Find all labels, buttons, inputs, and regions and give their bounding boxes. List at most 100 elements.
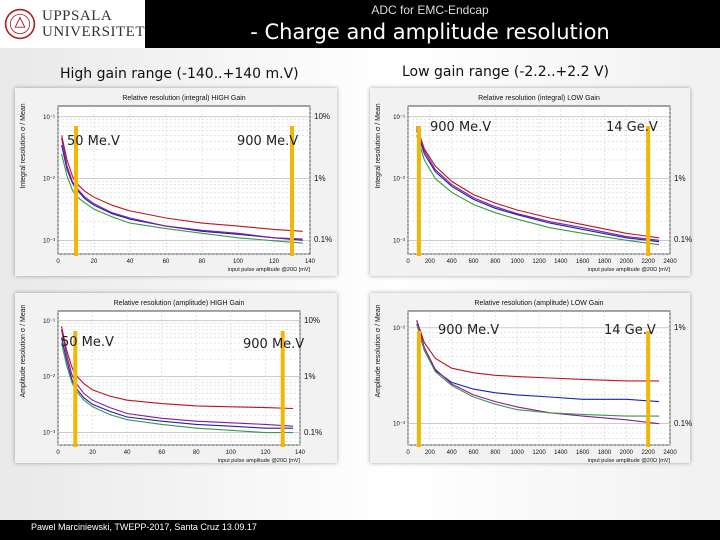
energy-marker-label: 900 Me.V	[243, 337, 305, 352]
x-tick-label: 800	[490, 259, 501, 265]
section-label-high-gain: High gain range (-140..+140 m.V)	[60, 66, 299, 82]
percent-reference-label: 0.1%	[304, 427, 323, 437]
y-tick-label: 10⁻³	[393, 238, 405, 244]
energy-marker-bar	[290, 126, 294, 256]
x-tick-label: 1000	[510, 259, 524, 265]
energy-marker-label: 900 Me.V	[430, 120, 492, 135]
series-line-blue	[60, 337, 294, 429]
series-line-red	[61, 135, 303, 232]
x-tick-label: 200	[425, 450, 436, 456]
x-tick-label: 80	[193, 450, 200, 456]
chart-title: Relative resolution (integral) HIGH Gain	[122, 95, 245, 102]
x-tick-label: 2400	[663, 259, 677, 265]
x-tick-label: 60	[158, 450, 165, 456]
x-tick-label: 600	[468, 259, 479, 265]
x-tick-label: 40	[127, 259, 134, 265]
x-tick-label: 2000	[620, 259, 634, 265]
plot-background	[57, 105, 311, 255]
plot-background	[57, 310, 301, 446]
percent-reference-label: 1%	[674, 322, 686, 332]
x-tick-label: 600	[468, 450, 479, 456]
x-tick-label: 1400	[554, 259, 568, 265]
y-axis-label: Amplitude resolution σ / Mean	[375, 304, 382, 397]
x-tick-label: 40	[124, 450, 131, 456]
y-axis-label: Amplitude resolution σ / Mean	[20, 304, 27, 397]
percent-reference-label: 0.1%	[674, 418, 693, 428]
energy-marker-label: 14 Ge.V	[604, 323, 656, 338]
chart-svg: 0 200 400 600 800 1000 1200 1400 1600 1800 2000 220…	[375, 95, 677, 273]
x-tick-label: 2200	[641, 450, 655, 456]
y-tick-label: 10⁻³	[43, 238, 55, 244]
y-axis-label: Integral resolution σ / Mean	[375, 103, 382, 188]
footer-text: Pawel Marciniewski, TWEPP-2017, Santa Cr…	[31, 522, 257, 532]
energy-marker-bar	[646, 126, 651, 256]
x-tick-label: 400	[447, 450, 458, 456]
x-tick-label: 2000	[620, 450, 634, 456]
series-line-red	[60, 326, 294, 410]
y-tick-label: 10⁻²	[393, 326, 405, 332]
y-tick-label: 10⁻²	[43, 375, 55, 381]
x-axis-label: input pulse amplitude @20Ω [mV]	[228, 267, 311, 273]
series-line-red	[416, 320, 660, 382]
y-tick-label: 10⁻¹	[393, 115, 405, 121]
x-tick-label: 1400	[554, 450, 568, 456]
x-axis-label: input pulse amplitude @20Ω [mV]	[588, 267, 671, 273]
resolution-plot-2: 0 200 400 600 800 1000 1200 1400 1600 1800 2000 220…	[370, 88, 690, 276]
x-tick-label: 20	[91, 259, 98, 265]
energy-marker-label: 50 Me.V	[61, 335, 114, 350]
energy-marker-bar	[416, 126, 421, 256]
x-tick-label: 100	[233, 259, 244, 265]
series-line-green	[416, 323, 660, 417]
energy-marker-bar	[646, 331, 651, 447]
series-line-green	[416, 135, 660, 246]
series-line-blue	[416, 130, 660, 243]
x-tick-label: 2200	[641, 259, 655, 265]
energy-marker-bar	[280, 331, 285, 447]
energy-marker-label: 900 Me.V	[237, 134, 299, 149]
page-title: - Charge and amplitude resolution	[250, 20, 610, 44]
y-tick-label: 10⁻²	[43, 177, 55, 183]
x-tick-label: 800	[490, 450, 501, 456]
energy-marker-bar	[73, 331, 78, 447]
x-tick-label: 400	[447, 259, 458, 265]
logo-line1: UPPSALA	[42, 8, 113, 24]
series-line-purple	[61, 138, 303, 240]
resolution-plot-1: 0 20 40 60 80 100 120 140 10⁻¹ 10⁻² 10⁻³ Relative r…	[15, 88, 337, 276]
x-tick-label: 100	[226, 450, 237, 456]
energy-marker-label: 50 Me.V	[67, 134, 120, 149]
energy-marker-label: 14 Ge.V	[606, 120, 658, 135]
resolution-plot-4: 0 200 400 600 800 1000 1200 1400 1600 1800 2000 220…	[370, 293, 690, 463]
chart-svg: 0 200 400 600 800 1000 1200 1400 1600 1800 2000 220…	[375, 300, 677, 463]
section-label-low-gain: Low gain range (-2.2..+2.2 V)	[402, 64, 610, 80]
chart-title: Relative resolution (amplitude) LOW Gain	[474, 300, 603, 307]
x-tick-label: 120	[269, 259, 280, 265]
percent-reference-label: 1%	[674, 173, 686, 183]
x-tick-label: 120	[260, 450, 271, 456]
series-line-green	[61, 153, 303, 244]
y-tick-label: 10⁻²	[393, 177, 405, 183]
x-tick-label: 140	[305, 259, 316, 265]
chart-title: Relative resolution (integral) LOW Gain	[478, 95, 600, 102]
university-seal-icon	[4, 8, 36, 40]
energy-marker-label: 900 Me.V	[438, 323, 500, 338]
x-tick-label: 1000	[510, 450, 524, 456]
percent-reference-label: 1%	[304, 371, 316, 381]
y-tick-label: 10⁻¹	[43, 115, 55, 121]
series-line-red	[416, 126, 660, 239]
series-line-blue	[61, 144, 303, 241]
series-line-green	[60, 342, 294, 434]
x-tick-label: 0	[406, 450, 410, 456]
percent-reference-label: 1%	[314, 173, 326, 183]
percent-reference-label: 10%	[304, 315, 321, 325]
energy-marker-bar	[416, 331, 421, 447]
x-tick-label: 0	[406, 259, 410, 265]
x-axis-label: input pulse amplitude @20Ω [mV]	[218, 458, 301, 463]
x-tick-label: 60	[163, 259, 170, 265]
y-axis-label: Integral resolution σ / Mean	[20, 103, 27, 188]
resolution-plot-3: 0 20 40 60 80 100 120 140 10⁻¹ 10⁻² 10⁻³ Relative r…	[15, 293, 337, 463]
x-tick-label: 1200	[532, 450, 546, 456]
x-tick-label: 1800	[598, 450, 612, 456]
x-tick-label: 140	[295, 450, 306, 456]
chart-svg: 0 20 40 60 80 100 120 140 10⁻¹ 10⁻² 10⁻³ Relative r…	[20, 95, 316, 273]
x-tick-label: 0	[56, 450, 60, 456]
